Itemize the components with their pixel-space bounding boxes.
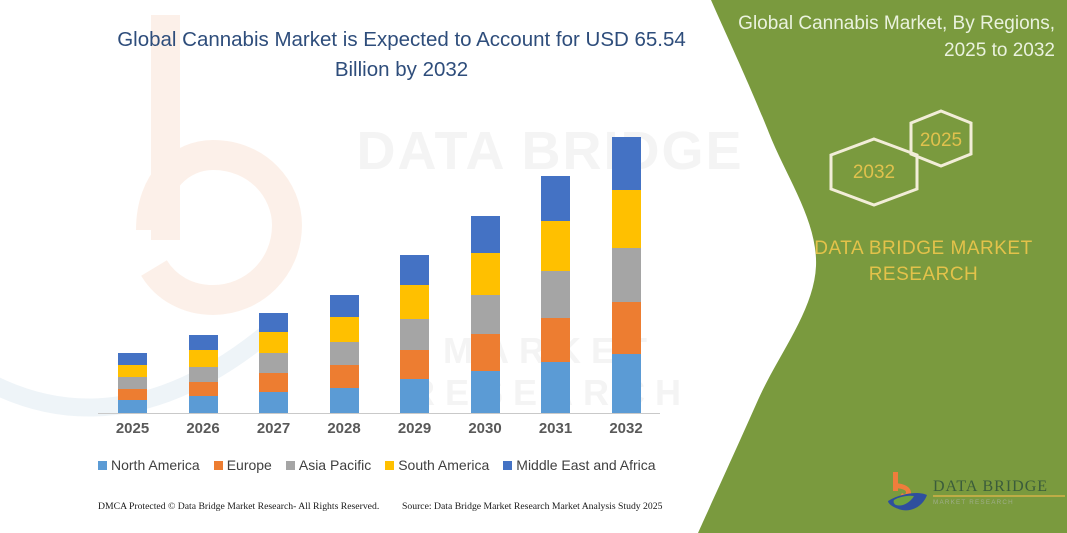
svg-text:MARKET RESEARCH: MARKET RESEARCH (933, 499, 1014, 506)
svg-text:2025: 2025 (920, 130, 962, 151)
svg-text:2032: 2032 (853, 162, 895, 183)
svg-text:DATA BRIDGE: DATA BRIDGE (933, 478, 1048, 495)
